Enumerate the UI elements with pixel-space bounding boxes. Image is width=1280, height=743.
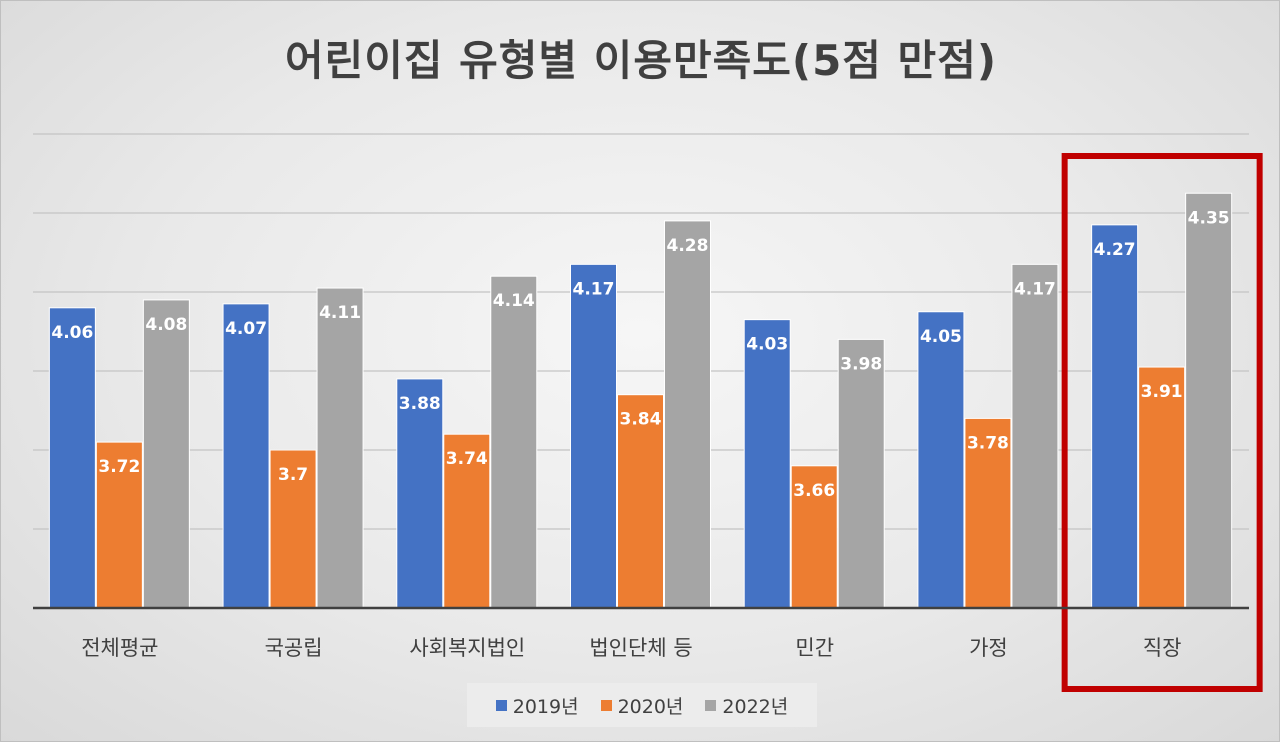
data-label: 4.28: [667, 236, 709, 256]
bar: [48, 307, 96, 609]
legend-label: 2020년: [617, 695, 684, 718]
bar: [1138, 366, 1186, 609]
data-label: 4.17: [1014, 279, 1056, 299]
data-label: 3.72: [98, 457, 140, 477]
bar: [964, 417, 1012, 609]
bar: [1185, 192, 1233, 609]
category-label: 직장: [1143, 636, 1182, 660]
legend-label: 2022년: [722, 695, 789, 718]
legend-swatch: [705, 699, 717, 711]
category-label: 전체평균: [81, 636, 158, 660]
bar: [490, 275, 538, 609]
bar: [917, 311, 965, 609]
legend: 2019년 2020년 2022년: [467, 683, 817, 727]
data-label: 3.88: [399, 394, 441, 414]
category-label: 사회복지법인: [409, 636, 525, 660]
legend-item: 2020년: [600, 692, 684, 719]
bar: [837, 338, 885, 609]
bar: [316, 287, 364, 609]
data-label: 3.98: [840, 354, 882, 374]
bar: [222, 303, 270, 609]
category-label: 국공립: [265, 636, 323, 660]
bar: [95, 441, 143, 609]
category-label: 가정: [969, 636, 1008, 660]
bar: [142, 299, 190, 609]
legend-item: 2022년: [705, 692, 788, 719]
bar: [570, 263, 617, 609]
data-label: 4.14: [493, 291, 535, 311]
legend-item: 2019년: [495, 692, 579, 719]
bar: [664, 220, 711, 609]
data-label: 4.07: [225, 319, 267, 339]
data-label: 3.84: [620, 410, 662, 430]
category-label: 법인단체 등: [589, 636, 692, 660]
chart-title: 어린이집 유형별 이용만족도(5점 만점): [284, 36, 998, 85]
legend-swatch: [495, 699, 507, 711]
data-label: 4.03: [746, 335, 788, 355]
data-label: 4.06: [51, 323, 93, 343]
highlight-box: [1061, 153, 1263, 692]
legend-swatch: [600, 699, 612, 711]
data-label: 4.35: [1188, 208, 1230, 228]
bar: [1091, 224, 1139, 609]
data-label: 3.7: [278, 465, 308, 485]
bar: [743, 319, 791, 609]
legend-label: 2019년: [512, 695, 579, 718]
data-label: 4.11: [319, 303, 361, 323]
data-label: 3.66: [793, 481, 835, 501]
data-label: 3.91: [1141, 382, 1183, 402]
data-label: 3.78: [967, 433, 1009, 453]
data-label: 4.05: [920, 327, 962, 347]
data-label: 4.27: [1094, 240, 1136, 260]
category-label: 민간: [795, 636, 834, 660]
data-label: 4.17: [573, 279, 615, 299]
bar: [1011, 263, 1059, 609]
bar: [790, 465, 838, 609]
data-label: 4.08: [145, 315, 187, 335]
data-label: 3.74: [446, 449, 488, 469]
